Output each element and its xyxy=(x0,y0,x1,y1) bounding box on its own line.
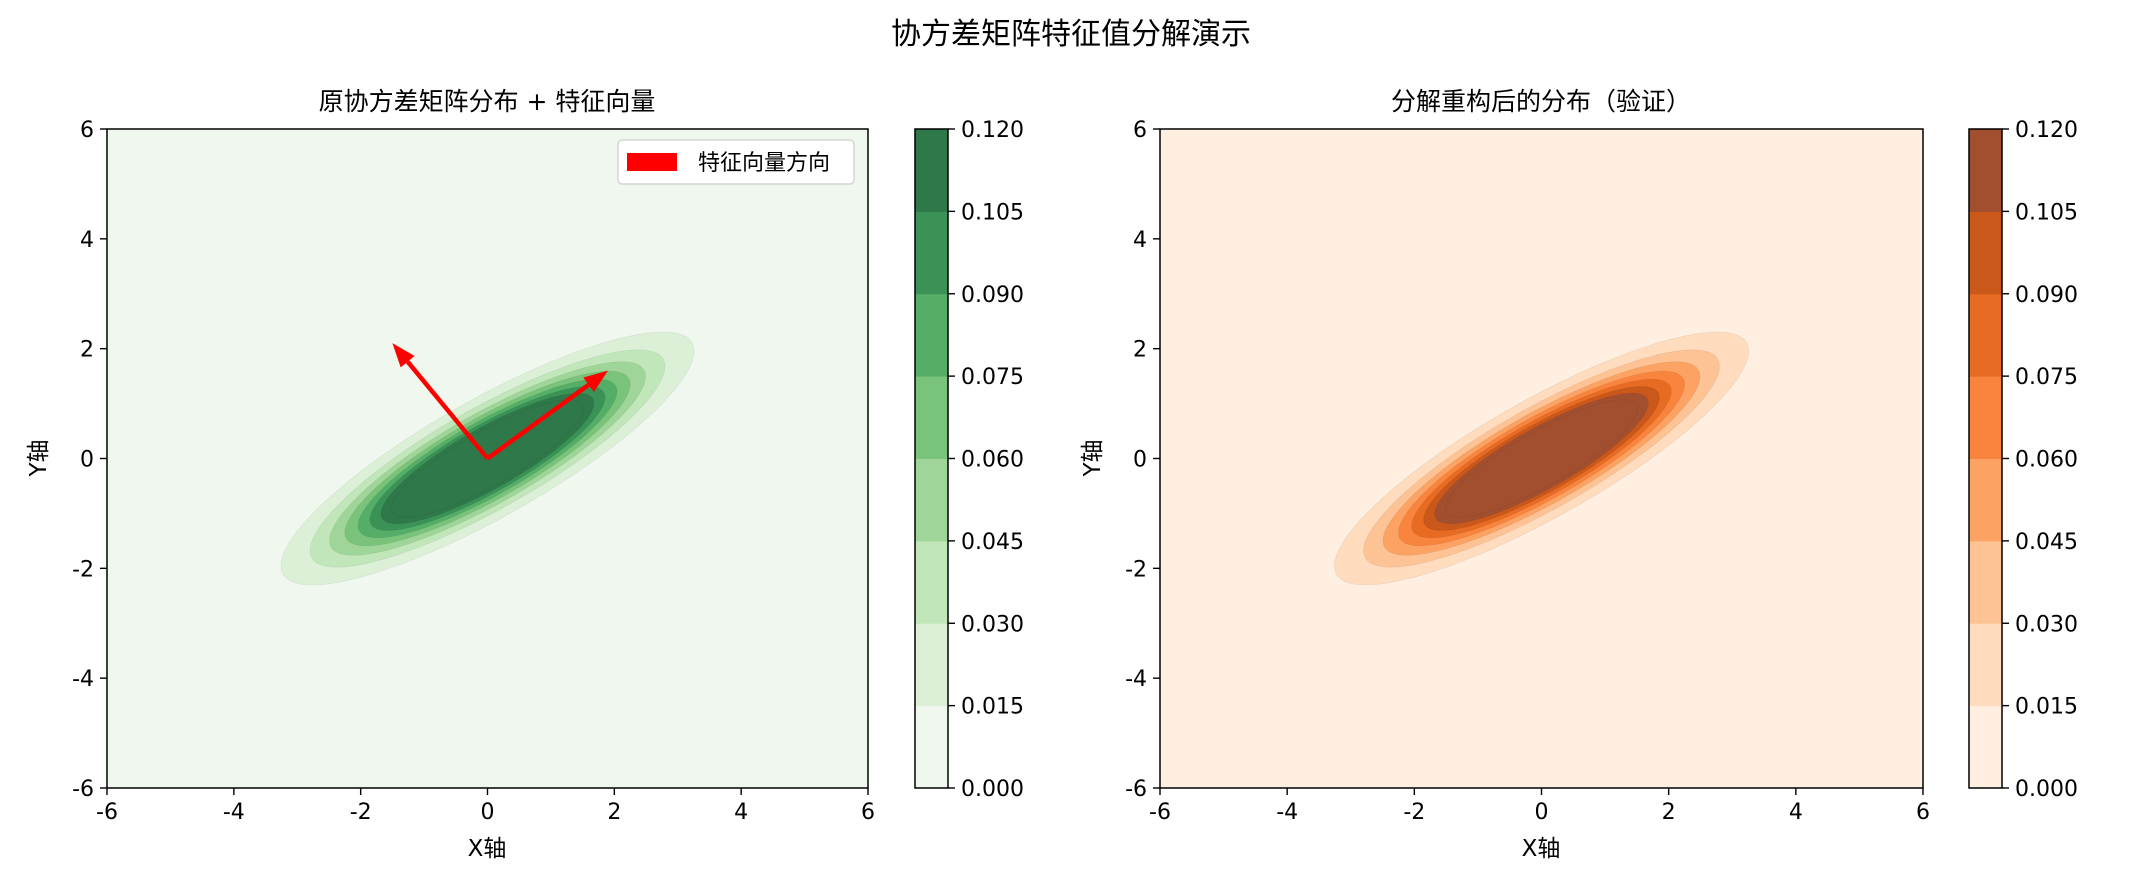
panel-reconstructed: 分解重构后的分布（验证） -6 -4 -2 0 2 4 6 -6 -4 -2 0 2 4 6 X轴 Y轴… xyxy=(1080,87,2078,862)
panel-reconstructed-y-tick-label: -6 xyxy=(1125,777,1147,802)
panel-original-colorbar-band xyxy=(915,211,948,295)
panel-original-y-tick-label: 6 xyxy=(80,118,94,143)
panel-original-colorbar-ticks: 0.000 0.015 0.030 0.045 0.060 0.075 0.090 0.105… xyxy=(948,118,1024,802)
panel-reconstructed-colorbar-band xyxy=(1969,458,2002,542)
panel-original-colorbar-band xyxy=(915,705,948,789)
panel-reconstructed-x-tick-label: -2 xyxy=(1403,800,1425,825)
panel-original-colorbar-tick-label: 0.090 xyxy=(961,283,1024,308)
panel-reconstructed-colorbar-band xyxy=(1969,211,2002,295)
panel-reconstructed-x-ticks: -6 -4 -2 0 2 4 6 xyxy=(1149,788,1930,825)
panel-original-colorbar-tick-label: 0.000 xyxy=(961,777,1024,802)
panel-original-x-ticks: -6 -4 -2 0 2 4 6 xyxy=(96,788,875,825)
panel-reconstructed-y-tick-label: 4 xyxy=(1133,228,1147,253)
figure-title: 协方差矩阵特征值分解演示 xyxy=(891,17,1251,52)
panel-reconstructed-colorbar-band xyxy=(1969,129,2002,212)
panel-original-y-tick-label: -6 xyxy=(72,777,94,802)
panel-reconstructed-colorbar-band xyxy=(1969,540,2002,624)
panel-original-y-tick-label: -4 xyxy=(72,667,94,692)
panel-original-x-tick-label: -4 xyxy=(223,800,245,825)
panel-reconstructed-x-tick-label: -4 xyxy=(1276,800,1298,825)
panel-original-colorbar-tick-label: 0.060 xyxy=(961,448,1024,473)
panel-reconstructed-y-tick-label: 2 xyxy=(1133,338,1147,363)
panel-reconstructed-colorbar-tick-label: 0.105 xyxy=(2015,200,2078,225)
panel-original-x-tick-label: -2 xyxy=(350,800,372,825)
panel-original-colorbar-tick-label: 0.120 xyxy=(961,118,1024,143)
panel-original-y-ticks: -6 -4 -2 0 2 4 6 xyxy=(72,118,107,802)
panel-original-eigenvectors xyxy=(392,343,608,461)
panel-original-y-label: Y轴 xyxy=(26,439,52,477)
panel-original-y-tick-label: -2 xyxy=(72,557,94,582)
panel-original-x-label: X轴 xyxy=(468,836,507,862)
eigenvector-arrow-1-head xyxy=(583,370,608,393)
eigenvector-arrow-2-head xyxy=(392,343,415,368)
legend-entry-eigenvector: 特征向量方向 xyxy=(698,151,830,176)
panel-reconstructed-x-tick-label: 2 xyxy=(1662,800,1676,825)
panel-reconstructed-y-label: Y轴 xyxy=(1080,439,1106,477)
panel-original-colorbar-band xyxy=(915,540,948,624)
panel-original-colorbar-tick-label: 0.045 xyxy=(961,530,1024,555)
panel-original-x-tick-label: 4 xyxy=(734,800,748,825)
panel-reconstructed-contour-level-8 xyxy=(1444,399,1639,518)
panel-original-x-tick-label: 0 xyxy=(481,800,495,825)
panel-reconstructed-colorbar-ticks: 0.000 0.015 0.030 0.045 0.060 0.075 0.090 0.105… xyxy=(2002,118,2078,802)
panel-original-y-tick-label: 0 xyxy=(80,448,94,473)
panel-reconstructed-colorbar xyxy=(1969,129,2002,789)
legend: 特征向量方向 xyxy=(617,139,855,185)
panel-reconstructed-colorbar-tick-label: 0.075 xyxy=(2015,365,2078,390)
panel-reconstructed-y-tick-label: -4 xyxy=(1125,667,1147,692)
panel-reconstructed-colorbar-band xyxy=(1969,705,2002,789)
panel-reconstructed-y-tick-label: -2 xyxy=(1125,557,1147,582)
panel-original-x-tick-label: -6 xyxy=(96,800,118,825)
panel-reconstructed-x-tick-label: 4 xyxy=(1789,800,1803,825)
legend-box xyxy=(617,139,855,185)
panel-original-colorbar xyxy=(915,129,948,789)
panel-original-x-tick-label: 6 xyxy=(861,800,875,825)
panel-original-colorbar-band xyxy=(915,129,948,212)
panel-original: 原协方差矩阵分布 + 特征向量 -6 -4 -2 0 2 4 6 -6 -4 -2 0 2 4 6 X轴… xyxy=(26,87,1024,862)
panel-original-y-tick-label: 4 xyxy=(80,228,94,253)
panel-original-colorbar-tick-label: 0.030 xyxy=(961,612,1024,637)
eigenvector-arrow-1-shaft xyxy=(486,382,590,461)
panel-reconstructed-x-label: X轴 xyxy=(1522,836,1561,862)
panel-original-colorbar-tick-label: 0.015 xyxy=(961,695,1024,720)
panel-reconstructed-colorbar-tick-label: 0.045 xyxy=(2015,530,2078,555)
panel-reconstructed-y-ticks: -6 -4 -2 0 2 4 6 xyxy=(1125,118,1160,802)
panel-reconstructed-y-tick-label: 0 xyxy=(1133,448,1147,473)
panel-original-colorbar-band xyxy=(915,376,948,459)
panel-reconstructed-x-tick-label: 0 xyxy=(1535,800,1549,825)
panel-original-colorbar-band xyxy=(915,293,948,377)
panel-reconstructed-colorbar-tick-label: 0.030 xyxy=(2015,612,2078,637)
legend-swatch xyxy=(627,153,677,171)
panel-reconstructed-colorbar-band xyxy=(1969,376,2002,459)
panel-original-x-tick-label: 2 xyxy=(607,800,621,825)
panel-reconstructed-colorbar-tick-label: 0.060 xyxy=(2015,448,2078,473)
panel-original-colorbar-band xyxy=(915,623,948,707)
panel-reconstructed-y-tick-label: 6 xyxy=(1133,118,1147,143)
panel-reconstructed-colorbar-tick-label: 0.015 xyxy=(2015,695,2078,720)
panel-reconstructed-colorbar-tick-label: 0.090 xyxy=(2015,283,2078,308)
panel-original-colorbar-tick-label: 0.105 xyxy=(961,200,1024,225)
panel-reconstructed-x-tick-label: -6 xyxy=(1149,800,1171,825)
panel-reconstructed-x-tick-label: 6 xyxy=(1916,800,1930,825)
panel-reconstructed-title: 分解重构后的分布（验证） xyxy=(1391,87,1691,116)
eigenvector-arrow-2-shaft xyxy=(405,360,490,460)
panel-reconstructed-colorbar-tick-label: 0.120 xyxy=(2015,118,2078,143)
panel-reconstructed-colorbar-band xyxy=(1969,623,2002,707)
panel-reconstructed-colorbar-band xyxy=(1969,293,2002,377)
panel-reconstructed-colorbar-tick-label: 0.000 xyxy=(2015,777,2078,802)
panel-original-y-tick-label: 2 xyxy=(80,338,94,363)
panel-original-colorbar-band xyxy=(915,458,948,542)
panel-original-title: 原协方差矩阵分布 + 特征向量 xyxy=(319,87,656,116)
panel-reconstructed-contours xyxy=(1334,331,1749,586)
panel-original-colorbar-tick-label: 0.075 xyxy=(961,365,1024,390)
